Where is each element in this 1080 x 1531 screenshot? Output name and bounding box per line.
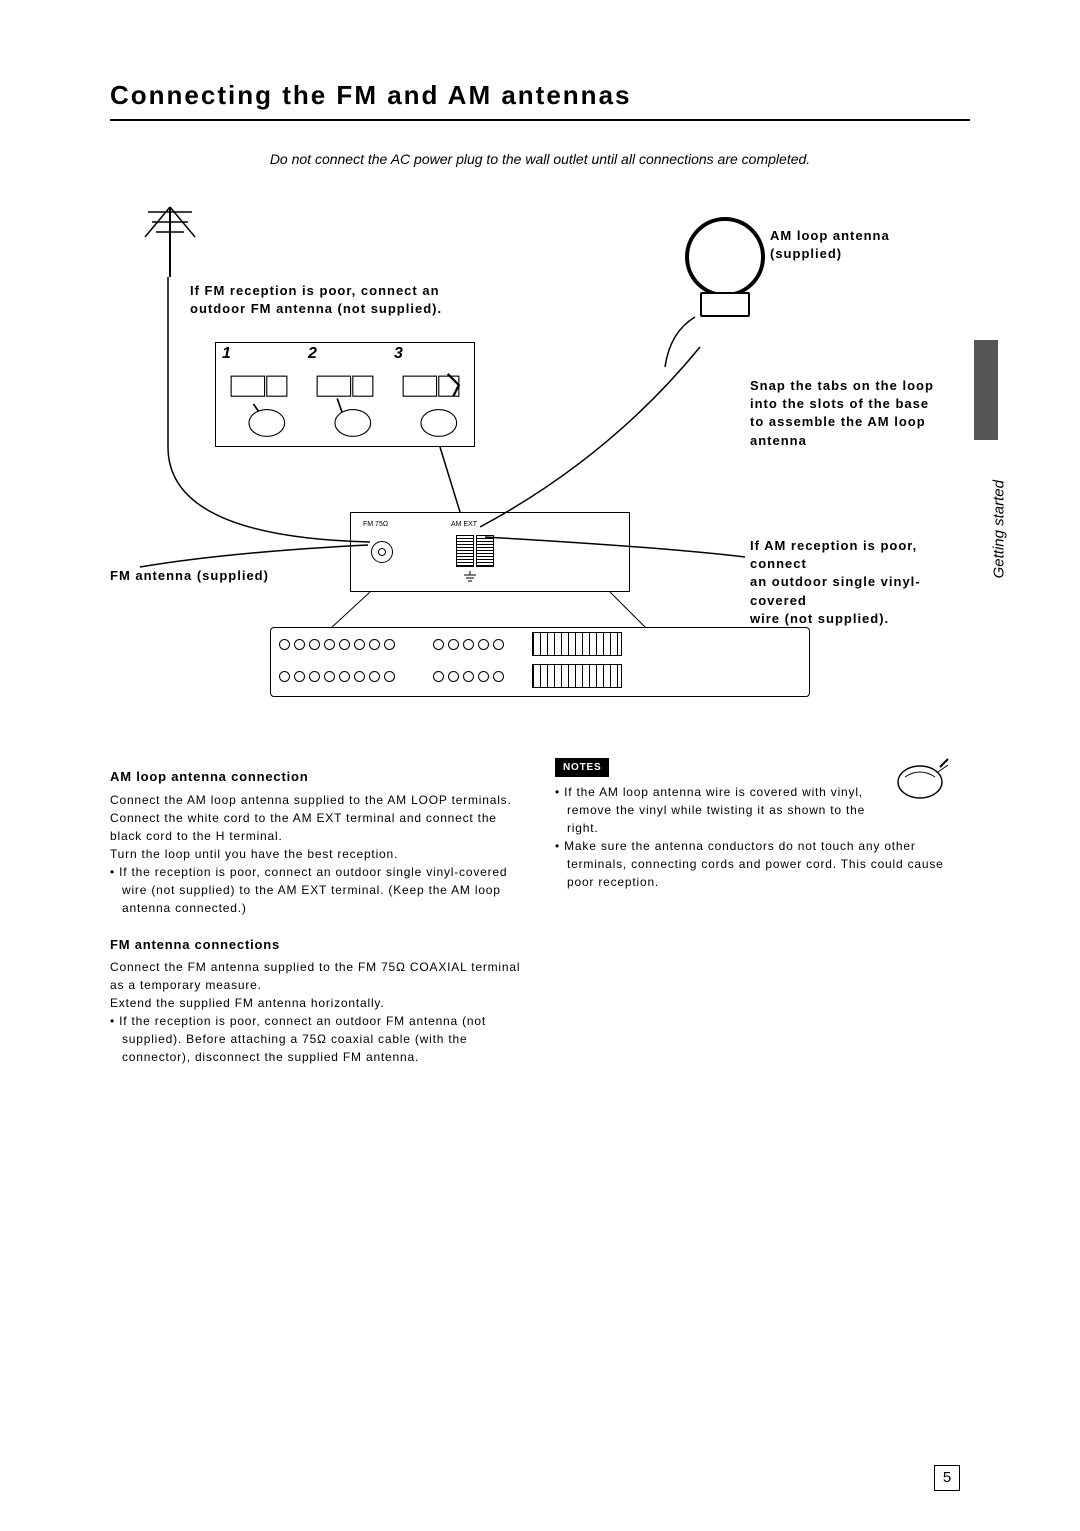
vinyl-twist-icon	[890, 757, 950, 807]
step-num-1: 1	[222, 345, 231, 363]
right-column: NOTES • If the AM loop antenna wire is c…	[555, 757, 970, 1066]
am-p1: Connect the AM loop antenna supplied to …	[110, 791, 525, 809]
outdoor-antenna-icon	[140, 197, 200, 277]
am-p2: Connect the white cord to the AM EXT ter…	[110, 809, 525, 845]
am-p3: Turn the loop until you have the best re…	[110, 845, 525, 863]
fm-jack-label: FM 75Ω	[363, 521, 388, 528]
notes-bullet-2: • Make sure the antenna conductors do no…	[555, 837, 970, 891]
notes-badge: NOTES	[555, 758, 609, 777]
page-title: Connecting the FM and AM antennas	[110, 80, 970, 111]
am-bullet-1: • If the reception is poor, connect an o…	[110, 863, 525, 917]
assembly-steps-box: 1 2 3	[215, 342, 475, 447]
connection-diagram: If FM reception is poor, connect anoutdo…	[110, 197, 970, 717]
step-num-2: 2	[308, 345, 317, 363]
snap-tabs-label: Snap the tabs on the loopinto the slots …	[750, 377, 970, 450]
am-loop-label: AM loop antenna(supplied)	[770, 227, 950, 263]
warning-text: Do not connect the AC power plug to the …	[110, 151, 970, 167]
step-2-icon	[306, 365, 384, 443]
ground-symbol-icon	[463, 571, 477, 586]
body-text: AM loop antenna connection Connect the A…	[110, 757, 970, 1066]
step-num-3: 3	[394, 345, 403, 363]
section-tab-label: Getting started	[990, 480, 1007, 578]
page-number: 5	[934, 1465, 960, 1491]
fm-connection-heading: FM antenna connections	[110, 935, 525, 955]
section-tab	[974, 340, 998, 440]
fm-p1: Connect the FM antenna supplied to the F…	[110, 958, 525, 994]
terminal-zoom-box: FM 75Ω AM EXT	[350, 512, 630, 592]
fm-bullet-1: • If the reception is poor, connect an o…	[110, 1012, 525, 1066]
step-3-icon	[392, 365, 470, 443]
receiver-back-panel-icon	[270, 627, 810, 697]
am-loop-antenna-icon	[680, 217, 770, 347]
fm-p2: Extend the supplied FM antenna horizonta…	[110, 994, 525, 1012]
fm-coax-jack-icon	[371, 541, 393, 563]
step-1: 1	[216, 343, 302, 446]
title-rule	[110, 119, 970, 121]
am-connection-heading: AM loop antenna connection	[110, 767, 525, 787]
am-poor-label: If AM reception is poor, connectan outdo…	[750, 537, 970, 628]
fm-antenna-supplied-label: FM antenna (supplied)	[110, 567, 310, 585]
am-ext-label: AM EXT	[451, 521, 477, 528]
left-column: AM loop antenna connection Connect the A…	[110, 757, 525, 1066]
step-3: 3	[388, 343, 474, 446]
step-1-icon	[220, 365, 298, 443]
fm-poor-label: If FM reception is poor, connect anoutdo…	[190, 282, 490, 318]
am-terminals-icon	[456, 535, 494, 567]
step-2: 2	[302, 343, 388, 446]
